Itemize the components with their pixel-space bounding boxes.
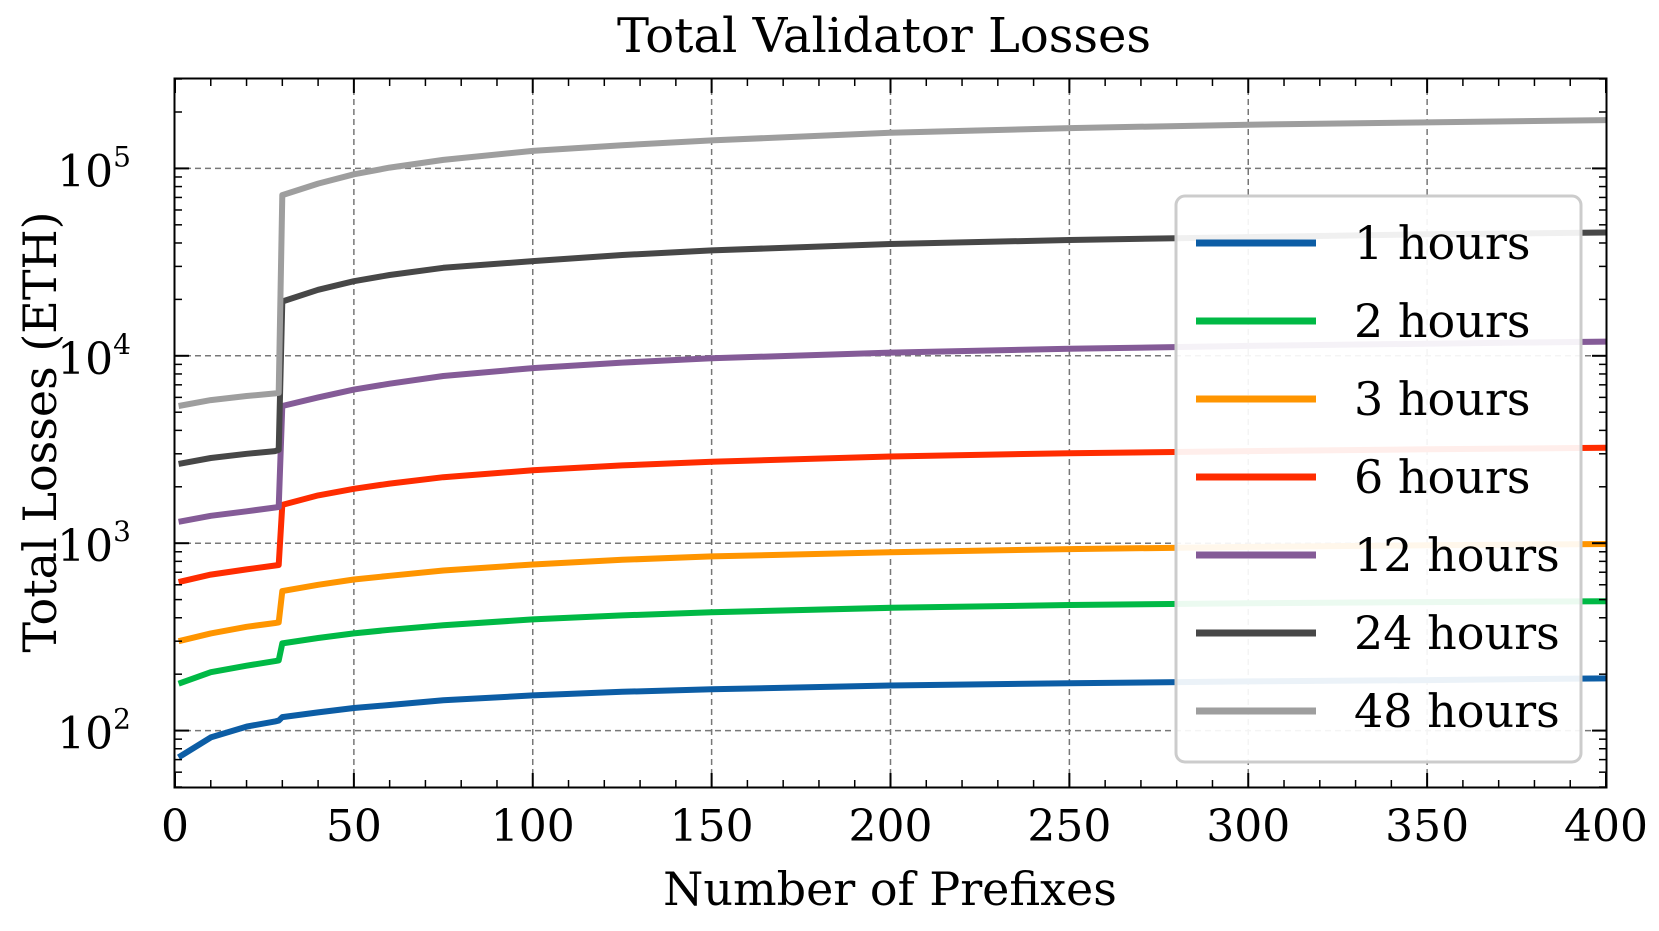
series-line-3-hours xyxy=(177,541,1607,645)
x-tick-label: 350 xyxy=(1385,801,1469,852)
legend-label: 1 hours xyxy=(1354,216,1530,270)
axis-ticks xyxy=(174,78,1607,788)
series-line-12-hours xyxy=(178,338,1607,525)
legend-box xyxy=(1174,194,1583,764)
y-tick-label: 103 xyxy=(57,515,131,572)
legend-label: 3 hours xyxy=(1354,372,1530,426)
x-tick-label: 200 xyxy=(849,801,933,852)
x-tick-labels: 0 50 100 150 200 250 300 350 400 xyxy=(161,801,1648,852)
y-axis-label: Total Losses (ETH) xyxy=(13,211,67,652)
series-layer xyxy=(177,117,1607,760)
x-tick-label: 300 xyxy=(1206,801,1290,852)
series-line-1-hours xyxy=(177,675,1607,760)
series-line-2-hours xyxy=(177,598,1607,687)
y-tick-label: 104 xyxy=(57,328,131,385)
x-tick-label: 250 xyxy=(1027,801,1111,852)
series-line-24-hours xyxy=(178,229,1607,467)
chart-title: Total Validator Losses xyxy=(617,8,1151,64)
legend-label: 48 hours xyxy=(1354,684,1560,738)
x-axis-label: Number of Prefixes xyxy=(663,862,1117,916)
series-line-48-hours xyxy=(178,117,1607,409)
x-tick-label: 400 xyxy=(1564,801,1648,852)
legend-label: 24 hours xyxy=(1354,606,1560,660)
legend-label: 6 hours xyxy=(1354,450,1530,504)
plot-frame xyxy=(173,77,1608,789)
x-tick-label: 50 xyxy=(326,801,382,852)
y-tick-labels: 102 103 104 105 xyxy=(57,140,131,759)
legend-label: 12 hours xyxy=(1354,528,1560,582)
y-tick-label: 105 xyxy=(57,140,131,197)
y-tick-label: 102 xyxy=(57,703,131,760)
x-tick-label: 150 xyxy=(670,801,754,852)
x-tick-label: 100 xyxy=(491,801,575,852)
series-line-6-hours xyxy=(177,444,1607,586)
legend: 1 hours 2 hours 3 hours 6 hours 12 hours 24 h… xyxy=(1174,194,1583,764)
legend-label: 2 hours xyxy=(1354,294,1530,348)
x-tick-label: 0 xyxy=(161,801,189,852)
